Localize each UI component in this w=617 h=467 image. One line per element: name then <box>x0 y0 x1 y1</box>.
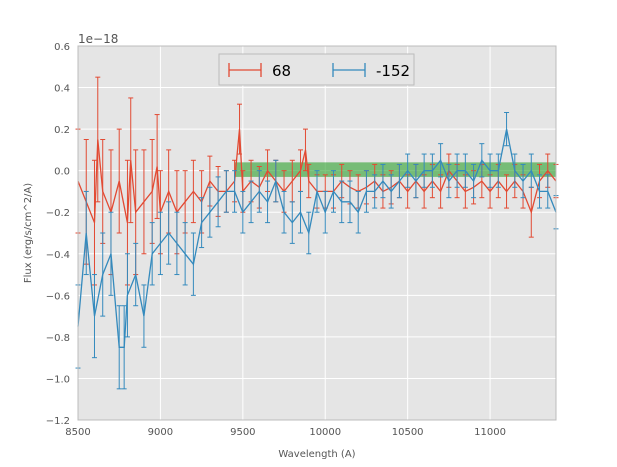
series-2 <box>75 111 559 390</box>
x-tick-label: 10500 <box>392 427 424 438</box>
legend-label: 68 <box>272 62 291 80</box>
y-tick-labels: −1.2 −1.0 −0.8 −0.6 −0.4 −0.2 0.0 0.2 0.4 0.6 <box>46 42 70 427</box>
plot-frame <box>77 45 557 421</box>
x-tick-label: 9000 <box>148 427 173 438</box>
x-tick-label: 10000 <box>309 427 341 438</box>
x-axis-label: Wavelength (A) <box>278 449 355 460</box>
x-tick-label: 11000 <box>474 427 506 438</box>
legend-entry-2: -152 <box>332 62 410 80</box>
series-layer <box>75 76 559 390</box>
y-tick-label: −0.2 <box>46 208 70 219</box>
y-axis-label: Flux (erg/s/cm^2/A) <box>23 183 34 283</box>
legend: 68 -152 <box>218 53 415 86</box>
y-tick-label: 0.6 <box>54 42 70 53</box>
y-tick-label: −0.4 <box>46 250 70 261</box>
green-band <box>234 162 556 177</box>
legend-label: -152 <box>376 62 410 80</box>
y-tick-label: 0.2 <box>54 125 70 136</box>
y-tick-label: 0.4 <box>54 84 70 95</box>
plot-background <box>78 46 556 420</box>
legend-entry-1: 68 <box>228 62 291 80</box>
y-tick-label: −0.8 <box>46 333 70 344</box>
series-line <box>77 129 557 223</box>
y-offset-label: 1e−18 <box>78 32 118 46</box>
x-tick-labels: 8500 9000 9500 10000 10500 11000 <box>65 427 506 438</box>
y-tick-label: −1.2 <box>46 416 70 427</box>
series-line <box>77 128 557 348</box>
x-tick-label: 9500 <box>230 427 255 438</box>
y-tick-label: −0.6 <box>46 291 70 302</box>
x-tick-label: 8500 <box>65 427 90 438</box>
y-tick-label: 0.0 <box>54 167 70 178</box>
y-tick-label: −1.0 <box>46 374 70 385</box>
